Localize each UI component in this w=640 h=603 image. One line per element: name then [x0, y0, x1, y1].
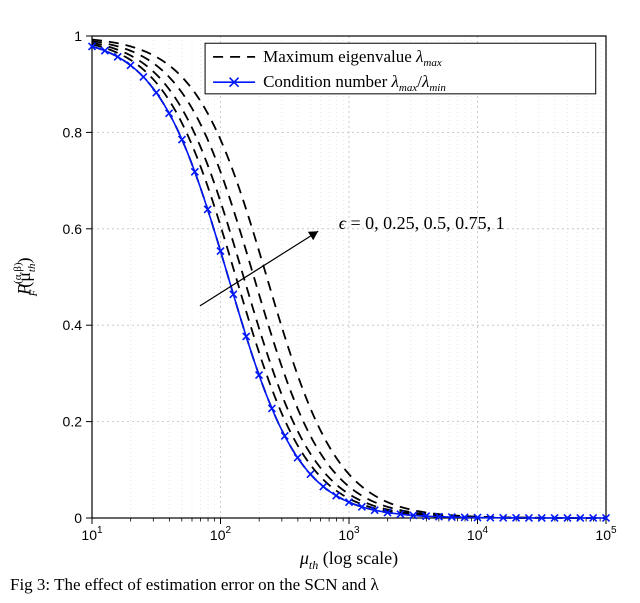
figure-caption: Fig 3: The effect of estimation error on… — [0, 569, 640, 603]
svg-text:0.6: 0.6 — [63, 221, 83, 237]
svg-text:Condition number λmax/λmin: Condition number λmax/λmin — [263, 72, 446, 94]
svg-text:0: 0 — [74, 510, 82, 526]
svg-text:0.4: 0.4 — [63, 317, 83, 333]
svg-text:ϵ = 0, 0.25, 0.5, 0.75, 1: ϵ = 0, 0.25, 0.5, 0.75, 1 — [339, 213, 505, 233]
svg-text:0.8: 0.8 — [63, 124, 83, 140]
chart-svg: 10110210310410500.20.40.60.81μth (log sc… — [0, 0, 640, 569]
svg-text:0.2: 0.2 — [63, 414, 83, 430]
svg-text:Maximum eigenvalue λmax: Maximum eigenvalue λmax — [263, 47, 442, 69]
figure-container: 10110210310410500.20.40.60.81μth (log sc… — [0, 0, 640, 603]
svg-text:1: 1 — [74, 28, 82, 44]
